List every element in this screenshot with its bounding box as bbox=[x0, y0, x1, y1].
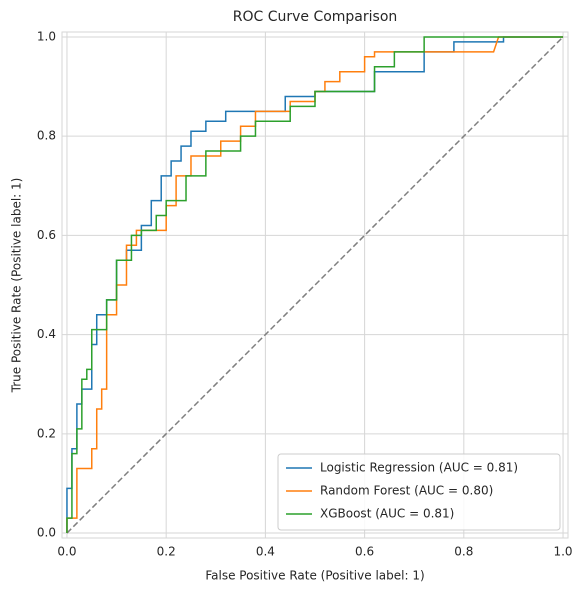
legend-box bbox=[277, 453, 561, 531]
x-tick-label: 0.8 bbox=[454, 545, 473, 559]
plot-frame bbox=[61, 31, 569, 539]
roc-line bbox=[66, 36, 564, 534]
y-tick-label: 0.4 bbox=[37, 327, 56, 341]
y-tick-label: 0.8 bbox=[37, 129, 56, 143]
y-axis-label: True Positive Rate (Positive label: 1) bbox=[10, 178, 24, 394]
y-tick-label: 0.6 bbox=[37, 228, 56, 242]
chart-title: ROC Curve Comparison bbox=[233, 9, 398, 25]
y-tick-label: 0.0 bbox=[37, 526, 56, 540]
legend-label: Random Forest (AUC = 0.80) bbox=[320, 484, 493, 498]
x-tick-label: 0.0 bbox=[57, 545, 76, 559]
x-tick-label: 0.2 bbox=[157, 545, 176, 559]
legend-label: XGBoost (AUC = 0.81) bbox=[320, 507, 454, 521]
y-tick-label: 1.0 bbox=[37, 29, 56, 43]
x-tick-label: 1.0 bbox=[553, 545, 572, 559]
x-axis-label: False Positive Rate (Positive label: 1) bbox=[205, 569, 424, 583]
x-tick-label: 0.6 bbox=[355, 545, 374, 559]
legend-label: Logistic Regression (AUC = 0.81) bbox=[320, 461, 518, 475]
x-tick-label: 0.4 bbox=[256, 545, 275, 559]
y-tick-label: 0.2 bbox=[37, 426, 56, 440]
